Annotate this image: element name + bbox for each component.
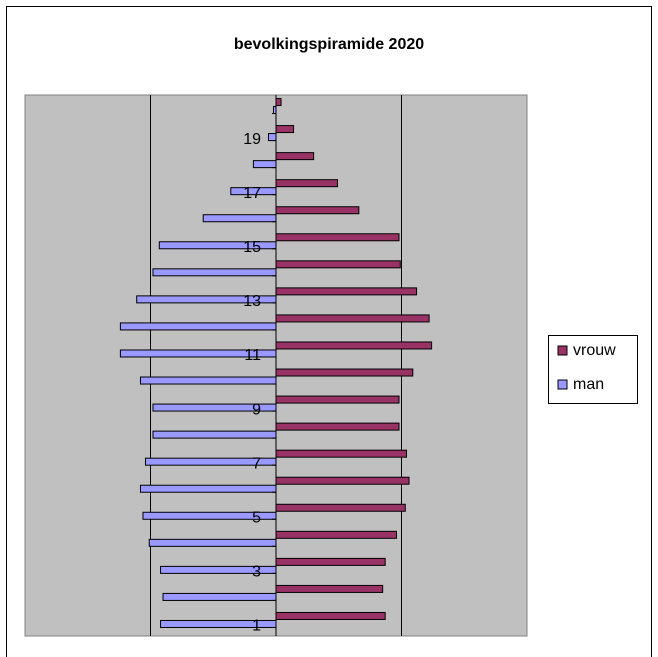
bar (275, 233, 400, 242)
bar (275, 260, 401, 269)
bar (275, 98, 282, 107)
bar (267, 133, 277, 142)
y-tick-label: 11 (244, 347, 261, 364)
bar (275, 449, 408, 458)
legend-label: man (573, 376, 604, 393)
bar (162, 592, 277, 601)
legend-label: vrouw (573, 342, 616, 359)
bar (119, 322, 277, 331)
y-tick-label: 7 (252, 455, 261, 472)
bar (275, 422, 400, 431)
bar (202, 214, 277, 223)
bar (152, 268, 277, 277)
bar (275, 368, 414, 377)
bar (275, 314, 430, 323)
y-tick-label: 5 (252, 509, 261, 526)
bar (152, 430, 277, 439)
y-tick-label: 13 (243, 293, 261, 310)
y-tick-label: 3 (252, 564, 261, 581)
bar (275, 206, 360, 215)
y-tick-label: 9 (252, 401, 261, 418)
legend-swatch (557, 379, 568, 390)
bar (275, 584, 384, 593)
bar (275, 152, 315, 161)
bar (275, 395, 400, 404)
bar (275, 503, 406, 512)
bar (139, 484, 277, 493)
bar (275, 341, 433, 350)
bar (275, 557, 386, 566)
bar (275, 179, 338, 188)
bar (275, 125, 295, 134)
y-tick-label: 19 (243, 131, 261, 148)
bar (275, 476, 410, 485)
bar (139, 376, 277, 385)
y-tick-label: 1 (252, 618, 261, 635)
bar (275, 611, 386, 620)
bar (275, 287, 418, 296)
legend-swatch (557, 345, 568, 356)
y-tick-label: 15 (243, 239, 261, 256)
bar (275, 530, 397, 539)
y-tick-label: 17 (243, 185, 261, 202)
chart-title: bevolkingspiramide 2020 (234, 36, 424, 53)
bar (148, 538, 277, 547)
bar (252, 160, 277, 169)
